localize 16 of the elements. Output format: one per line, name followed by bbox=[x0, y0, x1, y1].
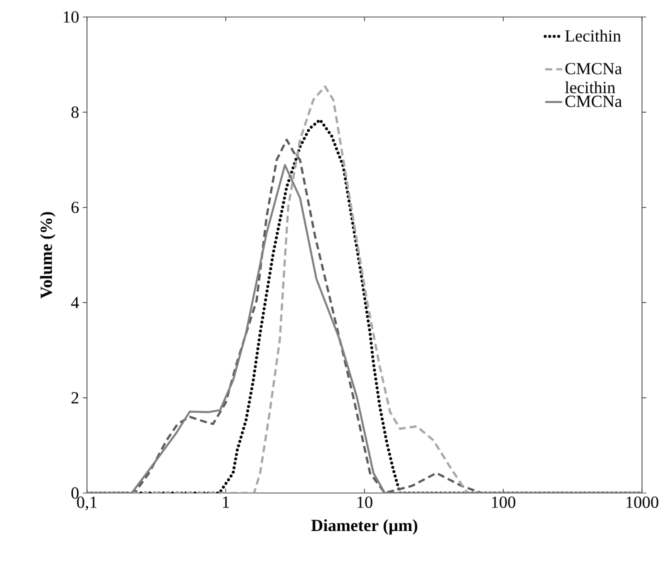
y-tick-label: 0 bbox=[71, 487, 79, 499]
x-tick-label: 100 bbox=[492, 496, 516, 508]
y-tick-label: 6 bbox=[72, 202, 79, 214]
y-tick-label: 10 bbox=[64, 11, 79, 23]
y-tick-label: 8 bbox=[71, 106, 79, 118]
x-tick-label: 1 bbox=[223, 496, 229, 508]
legend-label: CMCNa bbox=[565, 96, 622, 108]
y-tick-label: 2 bbox=[72, 392, 78, 404]
x-tick-label: 10 bbox=[358, 496, 372, 508]
x-tick-label: 1000 bbox=[626, 496, 658, 508]
legend-label: CMCNa lecithin bbox=[565, 62, 622, 94]
legend-label: Lecithin bbox=[565, 30, 621, 42]
x-axis-title: Diameter (µm) bbox=[311, 519, 418, 535]
y-axis-title: Volume (%) bbox=[40, 212, 56, 298]
x-tick-label: 0,1 bbox=[77, 496, 97, 510]
y-tick-label: 4 bbox=[71, 297, 79, 308]
